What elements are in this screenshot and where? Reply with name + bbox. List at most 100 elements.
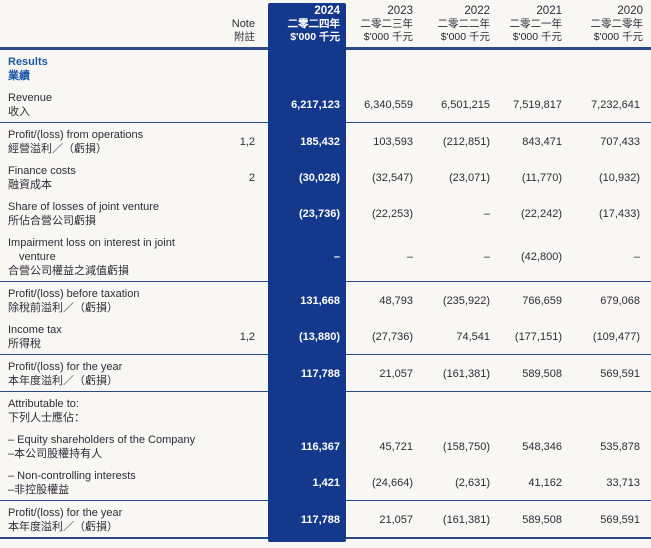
row-label: Profit/(loss) before taxation 除稅前溢利／（虧損） (8, 287, 210, 315)
group-attributable: Attributable to: 下列人士應佔： – Equity shareh… (0, 392, 651, 501)
value-2022: (161,381) (442, 514, 490, 526)
value-2021: 843,471 (522, 136, 562, 148)
row-label: Share of losses of joint venture 所佔合營公司虧… (8, 200, 210, 228)
note-cell: 1,2 (239, 331, 255, 343)
value-2021: 41,162 (528, 477, 562, 489)
value-2023: (24,664) (372, 477, 413, 489)
header-col-2020: 2020 二零二零年 $'000 千元 (562, 5, 644, 44)
row-label: Profit/(loss) for the year 本年度溢利／（虧損） (8, 506, 210, 534)
value-2022: (235,922) (442, 295, 490, 307)
value-2022: – (483, 208, 490, 220)
row-label-en: Profit/(loss) from operations (8, 129, 144, 141)
value-2022: 6,501,215 (441, 99, 490, 111)
header-col-2022: 2022 二零二二年 $'000 千元 (413, 5, 491, 44)
value-2024: (13,880) (299, 331, 340, 343)
value-2021: (11,770) (521, 172, 562, 184)
value-2024: 185,432 (300, 136, 340, 148)
row-label: Income tax 所得稅 (8, 323, 210, 351)
row-label-en: Income tax (8, 324, 62, 336)
value-2020: 569,591 (600, 514, 640, 526)
row-label-en-line2: venture (19, 251, 56, 263)
value-2020: (109,477) (592, 331, 640, 343)
row-label-en: Profit/(loss) for the year (8, 361, 123, 373)
value-2020: 33,713 (606, 477, 640, 489)
table-row-non-controlling-interests: – Non-controlling interests –非控股權益 1,421… (0, 464, 651, 500)
row-label-en: Share of losses of joint venture (8, 201, 160, 213)
table-header: Note 附註 2024 二零二四年 $'000 千元 2023 二零二三年 $… (0, 0, 651, 50)
header-col-2021: 2021 二零二一年 $'000 千元 (490, 5, 563, 44)
row-label-zh: –本公司股權持有人 (8, 448, 103, 460)
header-unit-2024: $'000 千元 (290, 31, 340, 43)
row-label: Revenue 收入 (8, 91, 210, 119)
value-2024: 117,788 (300, 368, 340, 380)
table-row-income-tax: Income tax 所得稅 1,2 (13,880) (27,736) 74,… (0, 318, 651, 354)
note-cell: 2 (248, 172, 255, 184)
table-row-profit-for-the-year-total: Profit/(loss) for the year 本年度溢利／（虧損） 11… (0, 501, 651, 537)
value-2021: 7,519,817 (513, 99, 562, 111)
value-2021: 766,659 (522, 295, 562, 307)
table-row-equity-shareholders: – Equity shareholders of the Company –本公… (0, 428, 651, 464)
value-2020: (17,433) (599, 208, 640, 220)
table-row-profit-for-the-year: Profit/(loss) for the year 本年度溢利／（虧損） 11… (0, 355, 651, 391)
table-row-profit-from-operations: Profit/(loss) from operations 經營溢利／（虧損） … (0, 123, 651, 159)
table-row-profit-before-taxation: Profit/(loss) before taxation 除稅前溢利／（虧損）… (0, 282, 651, 318)
header-year-2023: 2023 (387, 5, 413, 17)
row-label: – Non-controlling interests –非控股權益 (8, 469, 210, 497)
value-2020: – (633, 251, 640, 263)
value-2023: (27,736) (372, 331, 413, 343)
value-2023: 45,721 (379, 441, 413, 453)
value-2020: 707,433 (600, 136, 640, 148)
highlight-column-2024 (268, 3, 346, 542)
value-2021: (42,800) (521, 251, 562, 263)
header-unit-2020: $'000 千元 (593, 31, 643, 43)
row-label-zh: 所佔合營公司虧損 (8, 215, 96, 227)
value-2023: 103,593 (373, 136, 413, 148)
table-row-revenue: Revenue 收入 6,217,123 6,340,559 6,501,215… (0, 86, 651, 122)
value-2022: 74,541 (456, 331, 490, 343)
value-2023: (22,253) (372, 208, 413, 220)
value-2022: (158,750) (442, 441, 490, 453)
value-2021: 589,508 (522, 368, 562, 380)
value-2022: (23,071) (449, 172, 490, 184)
value-2022: (212,851) (442, 136, 490, 148)
value-2021: 589,508 (522, 514, 562, 526)
group-operations: Profit/(loss) from operations 經營溢利／（虧損） … (0, 123, 651, 282)
row-label-zh: 本年度溢利／（虧損） (8, 521, 118, 533)
row-label-zh: 下列人士應佔： (8, 412, 85, 424)
row-label: Profit/(loss) from operations 經營溢利／（虧損） (8, 128, 210, 156)
value-2024: 131,668 (300, 295, 340, 307)
header-year-2022-zh: 二零二二年 (437, 18, 491, 30)
header-unit-2022: $'000 千元 (440, 31, 490, 43)
table-row-finance-costs: Finance costs 融資成本 2 (30,028) (32,547) (… (0, 159, 651, 195)
section-title-en: Results (8, 56, 48, 68)
value-2023: – (406, 251, 413, 263)
row-label-en: – Equity shareholders of the Company (8, 434, 196, 446)
row-label-zh: –非控股權益 (8, 484, 70, 496)
row-label-zh: 所得稅 (8, 338, 41, 350)
row-label: Profit/(loss) for the year 本年度溢利／（虧損） (8, 360, 210, 388)
row-label: Attributable to: 下列人士應佔： (8, 397, 210, 425)
row-label-zh: 收入 (8, 106, 30, 118)
value-2020: 7,232,641 (591, 99, 640, 111)
header-year-2021: 2021 (536, 5, 562, 17)
row-label-en: – Non-controlling interests (8, 470, 136, 482)
value-2024: 117,788 (300, 514, 340, 526)
row-label-en: Profit/(loss) before taxation (8, 288, 140, 300)
table-row-share-of-losses-jv: Share of losses of joint venture 所佔合營公司虧… (0, 195, 651, 231)
header-col-2023: 2023 二零二三年 $'000 千元 (346, 5, 414, 44)
row-label: Impairment loss on interest in joint ven… (8, 236, 210, 278)
header-year-2024: 2024 (314, 5, 340, 17)
value-2024: – (333, 251, 340, 263)
header-note-en: Note (231, 18, 255, 30)
row-label-en: Revenue (8, 92, 53, 104)
row-label-zh: 合營公司權益之減值虧損 (8, 265, 129, 277)
value-2022: (161,381) (442, 368, 490, 380)
row-label-en: Finance costs (8, 165, 76, 177)
value-2024: (23,736) (299, 208, 340, 220)
row-label-en: Profit/(loss) for the year (8, 507, 123, 519)
value-2021: (22,242) (521, 208, 562, 220)
section-title-zh: 業績 (8, 70, 30, 82)
header-year-2020: 2020 (617, 5, 643, 17)
row-label-en: Attributable to: (8, 398, 79, 410)
table-row-results: Results 業績 (0, 50, 651, 86)
